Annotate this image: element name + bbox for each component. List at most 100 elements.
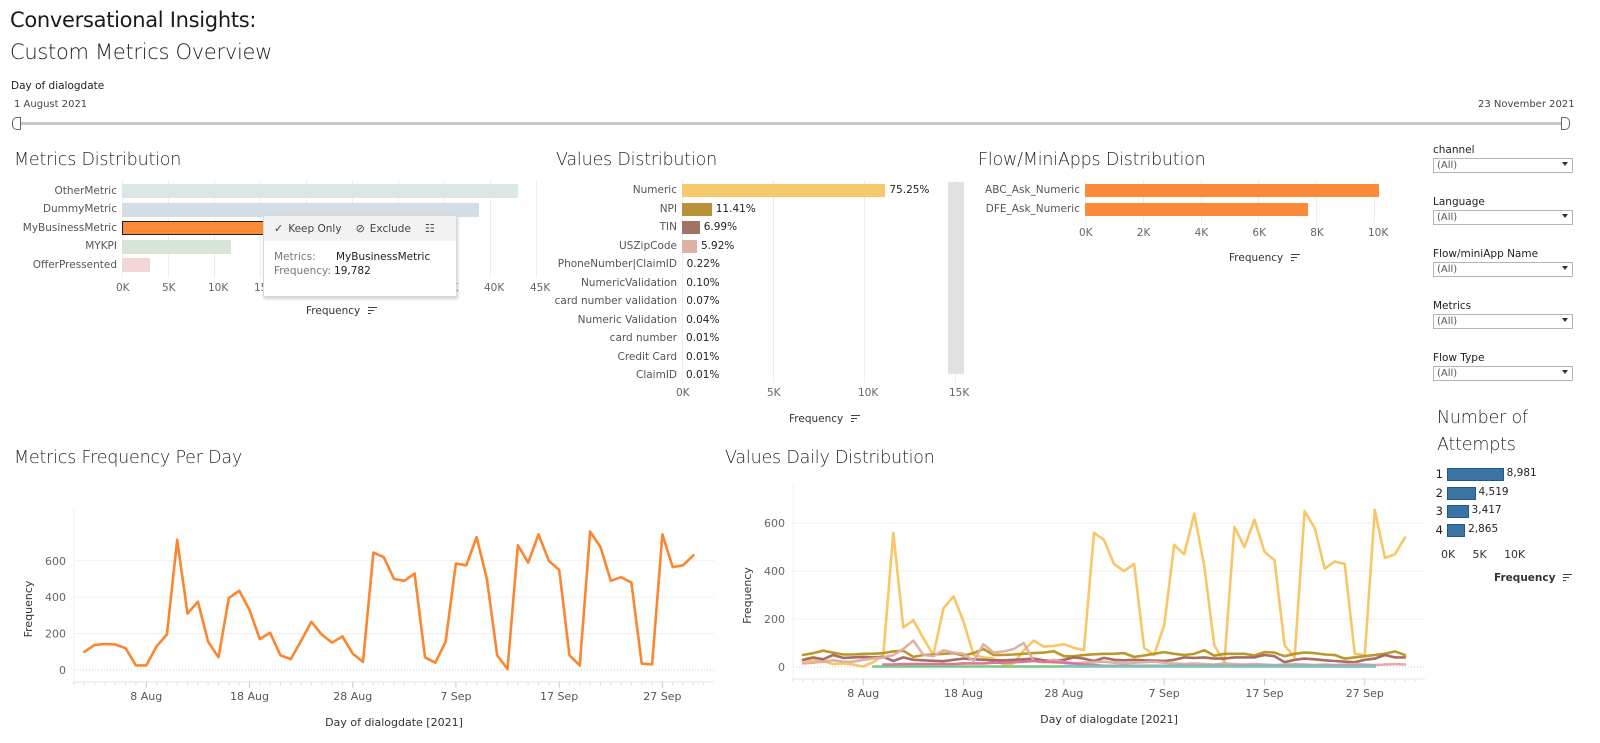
bar-offerpressented[interactable]: [122, 258, 150, 272]
dropdown-arrow-icon: [1562, 214, 1568, 218]
metrics-dropdown[interactable]: (All): [1433, 314, 1573, 329]
category-label[interactable]: Numeric Validation: [577, 313, 677, 326]
filter-label: channel: [1433, 144, 1475, 156]
attempt-bar-1[interactable]: [1447, 468, 1504, 481]
bar-uszipcode[interactable]: [682, 239, 697, 253]
channel-dropdown[interactable]: (All): [1433, 158, 1573, 173]
attempt-label[interactable]: 4: [1435, 522, 1443, 537]
sort-descending-icon[interactable]: [1290, 254, 1300, 262]
date-slider-track[interactable]: [18, 122, 1568, 125]
category-label[interactable]: card number: [609, 332, 677, 344]
attempt-bar-2[interactable]: [1447, 486, 1476, 500]
tooltip-key: Metrics:: [274, 251, 316, 263]
bar-value-label: 75.25%: [889, 184, 930, 196]
gridline: [682, 180, 683, 383]
date-slider-start-handle[interactable]: [12, 117, 21, 130]
bar-dummymetric[interactable]: [122, 202, 479, 217]
exclude-button[interactable]: ⊘ Exclude: [356, 222, 411, 235]
x-tick-label: 40K: [484, 282, 505, 294]
dropdown-value: (All): [1437, 368, 1458, 379]
x-tick-label: 27 Sep: [643, 690, 681, 703]
category-label[interactable]: ABC_Ask_Numeric: [985, 184, 1080, 196]
category-label[interactable]: card number validation: [554, 295, 677, 307]
category-label[interactable]: DFE_Ask_Numeric: [985, 202, 1080, 215]
attempts-axis-title[interactable]: Frequency: [1494, 572, 1573, 584]
tooltip-key: Frequency:: [274, 265, 332, 277]
sort-descending-icon[interactable]: [1563, 574, 1573, 582]
bar-othermetric[interactable]: [122, 184, 518, 198]
metrics-distribution-axis-title[interactable]: Frequency: [306, 305, 377, 317]
tooltip-value: 19,782: [334, 265, 371, 277]
attempt-bar-3[interactable]: [1447, 505, 1469, 518]
category-label[interactable]: MyBusinessMetric: [22, 221, 117, 234]
x-tick-label: 10K: [208, 282, 229, 294]
flow-distribution-title: Flow/MiniApps Distribution: [978, 150, 1206, 170]
dropdown-value: (All): [1437, 212, 1458, 223]
category-label[interactable]: TIN: [659, 221, 677, 233]
y-tick-label: 200: [45, 628, 66, 641]
bar-value-label: 0.01%: [686, 332, 720, 344]
filter-label: Flow Type: [1433, 352, 1485, 364]
bar-npi[interactable]: [682, 202, 712, 216]
x-tick-label: 45K: [530, 282, 551, 294]
y-tick-label: 0: [778, 661, 785, 674]
attempt-label[interactable]: 2: [1435, 485, 1443, 500]
filter-metrics: Metrics (All): [1433, 300, 1573, 329]
category-label[interactable]: DummyMetric: [42, 203, 117, 215]
attempt-label[interactable]: 1: [1435, 467, 1443, 481]
bar-abc-ask-numeric[interactable]: [1085, 184, 1380, 197]
sort-descending-icon[interactable]: [367, 307, 377, 315]
series-line-tin: [801, 653, 1407, 664]
flow-distribution-axis-title[interactable]: Frequency: [1229, 252, 1300, 264]
gridline: [1316, 180, 1318, 223]
bar-mybusinessmetric[interactable]: [122, 221, 304, 235]
x-tick-label: 8 Aug: [130, 690, 162, 703]
x-tick-label: 5K: [1472, 548, 1487, 561]
language-dropdown[interactable]: (All): [1433, 210, 1573, 225]
sort-descending-icon[interactable]: [850, 415, 860, 423]
category-label[interactable]: NumericValidation: [580, 276, 677, 289]
bar-mykpi[interactable]: [122, 239, 232, 254]
filter-label: Language: [1433, 196, 1485, 208]
checkmark-icon: ✓: [274, 222, 284, 235]
tooltip-toolbar: ✓ Keep Only ⊘ Exclude ☷: [264, 216, 456, 241]
category-label[interactable]: ClaimID: [635, 369, 677, 381]
flow-type-dropdown[interactable]: (All): [1433, 366, 1573, 381]
bar-numeric[interactable]: [682, 184, 886, 197]
category-label[interactable]: USZipCode: [618, 239, 677, 252]
attempt-value-label: 3,417: [1471, 504, 1502, 516]
attempt-bar-4[interactable]: [1447, 523, 1466, 537]
category-label[interactable]: OfferPressented: [32, 258, 117, 271]
bar-value-label: 6.99%: [703, 221, 738, 233]
attempts-chart: 0K 5K 10K 1 8,981 2 4,519 3 3,417 4 2,865: [1430, 465, 1600, 565]
category-label[interactable]: OtherMetric: [54, 184, 117, 197]
series-line-numeric: [801, 508, 1407, 668]
attempt-label[interactable]: 3: [1435, 504, 1443, 518]
category-label[interactable]: Credit Card: [617, 350, 677, 363]
values-distribution-scrollbar[interactable]: [948, 182, 964, 374]
date-slider-end-handle[interactable]: [1561, 117, 1570, 130]
dropdown-arrow-icon: [1562, 266, 1568, 270]
bar-dfe-ask-numeric[interactable]: [1085, 202, 1309, 216]
attempts-title-line2: Attempts: [1437, 435, 1516, 455]
x-tick-label: 0K: [116, 282, 130, 294]
category-label[interactable]: NPI: [659, 202, 677, 215]
values-distribution-axis-title[interactable]: Frequency: [789, 413, 860, 425]
x-tick-label: 6K: [1252, 227, 1266, 239]
dashboard-subtitle: Custom Metrics Overview: [10, 40, 272, 64]
category-label[interactable]: PhoneNumber|ClaimID: [557, 258, 677, 270]
keep-only-button[interactable]: ✓ Keep Only: [274, 222, 342, 235]
x-tick-label: 10K: [1504, 548, 1526, 561]
x-tick-label: 18 Aug: [230, 690, 269, 703]
view-data-icon[interactable]: ☷: [424, 222, 435, 235]
gridline: [1258, 180, 1260, 223]
bar-tin[interactable]: [682, 221, 700, 234]
bar-value-label: 0.10%: [686, 276, 720, 289]
flow-name-dropdown[interactable]: (All): [1433, 262, 1573, 277]
bar-value-label: 11.41%: [715, 202, 756, 215]
category-label[interactable]: Numeric: [632, 184, 677, 196]
dropdown-value: (All): [1437, 264, 1458, 275]
filter-language: Language (All): [1433, 196, 1573, 225]
bar-value-label: 0.07%: [686, 295, 720, 307]
category-label[interactable]: MYKPI: [85, 240, 117, 252]
